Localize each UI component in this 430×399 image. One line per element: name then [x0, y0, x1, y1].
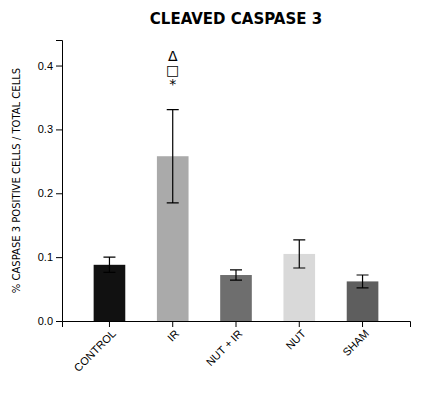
tick: 0.2 [38, 187, 62, 199]
chart: CONTROL IR NUT + IR NUT SHAM 0.0 0.1 0.2 0.3 0.4 Δ… [0, 0, 430, 399]
tick-label: IR [165, 327, 181, 343]
annotations: Δ□* [166, 48, 179, 92]
tick: 0.3 [38, 123, 62, 135]
bar [94, 265, 126, 321]
tick: IR [165, 321, 181, 344]
tick-mark [362, 321, 363, 327]
error-bar [103, 257, 115, 272]
tick-mark [56, 66, 62, 67]
plot: CONTROL IR NUT + IR NUT SHAM 0.0 0.1 0.2 0.3 0.4 Δ… [38, 41, 411, 374]
tick-label: 0.1 [38, 251, 53, 263]
title: CLEAVED CASPASE 3 [150, 10, 322, 28]
tick-mark [299, 321, 300, 327]
tick: NUT + IR [204, 321, 245, 368]
tick-mark [172, 321, 173, 327]
tick-label: 0.2 [38, 187, 53, 199]
tick-mark [56, 257, 62, 258]
bar [220, 275, 252, 321]
tick-label: 0.3 [38, 123, 53, 135]
y-axis: 0.0 0.1 0.2 0.3 0.4 [38, 41, 63, 328]
tick-mark [56, 129, 62, 130]
error-bar [293, 240, 305, 268]
error-bar [357, 275, 369, 288]
error-bar [230, 270, 242, 280]
tick-label: NUT + IR [204, 327, 245, 368]
tick-label: 0.0 [38, 315, 53, 327]
tick: 0.1 [38, 251, 62, 263]
tick-mark [56, 321, 62, 322]
axis-line [56, 41, 63, 322]
tick-mark [109, 321, 110, 327]
tick-mark [236, 321, 237, 327]
tick: CONTROL [71, 321, 118, 374]
annotation: * [169, 76, 176, 92]
tick-mark [56, 193, 62, 194]
tick-label: NUT [283, 327, 308, 352]
error-bar [167, 110, 179, 203]
tick: SHAM [340, 321, 371, 358]
marks [94, 110, 379, 321]
tick-label: 0.4 [38, 60, 53, 72]
tick: 0.0 [38, 315, 62, 327]
tick-label: CONTROL [71, 327, 118, 374]
y-axis-title: % CASPASE 3 POSITIVE CELLS / TOTAL CELLS [11, 68, 22, 293]
tick: NUT [283, 321, 308, 352]
tick-label: SHAM [340, 327, 371, 358]
axis-line [63, 322, 411, 328]
x-axis: CONTROL IR NUT + IR NUT SHAM [63, 321, 411, 374]
tick: 0.4 [38, 60, 62, 72]
